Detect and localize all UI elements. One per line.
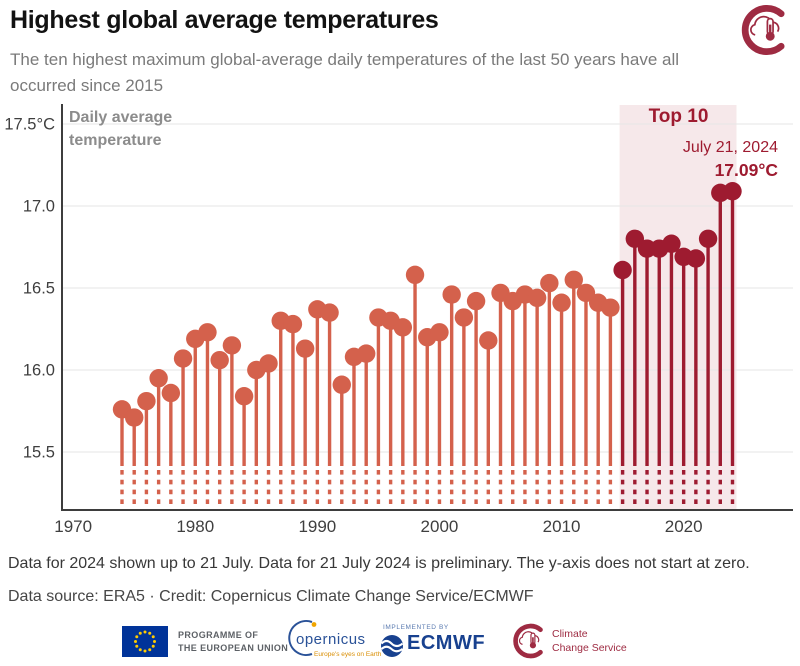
lollipop-point-1981 — [198, 323, 217, 342]
eu-programme-text: PROGRAMME OF THE EUROPEAN UNION — [178, 629, 288, 655]
lollipop-point-2000 — [430, 323, 449, 342]
annotation-value: 17.09°C — [714, 160, 778, 180]
lollipop-point-2009 — [540, 273, 559, 293]
y-axis-title: Daily average temperature — [69, 106, 172, 152]
x-tick-label: 2020 — [665, 517, 703, 536]
copernicus-arc-icon — [288, 620, 317, 656]
data-source-credit: Data source: ERA5 · Credit: Copernicus C… — [8, 588, 534, 605]
x-tick-label: 1980 — [176, 517, 214, 536]
c3s-text-line2: Change Service — [552, 642, 627, 654]
eu-star — [143, 630, 147, 634]
x-tick-label: 2010 — [543, 517, 581, 536]
eu-star — [143, 649, 147, 653]
lollipop-point-2024 — [723, 182, 742, 201]
lollipop-point-1988 — [283, 314, 303, 334]
lollipop-point-2022 — [698, 229, 718, 248]
lollipop-point-2004 — [479, 331, 498, 350]
lollipop-point-2002 — [454, 308, 474, 327]
lollipop-point-1998 — [405, 265, 425, 285]
ecmwf-implemented-by: IMPLEMENTED BY — [383, 624, 449, 631]
c3s-text-line1: Climate — [552, 628, 588, 640]
lollipop-point-1984 — [234, 387, 254, 406]
lollipop-point-1979 — [173, 349, 193, 368]
footnote: Data for 2024 shown up to 21 July. Data … — [8, 555, 750, 572]
eu-flag-icon — [122, 626, 168, 657]
lollipop-point-1976 — [137, 391, 156, 411]
lollipop-point-2010 — [552, 293, 571, 312]
lollipop-point-2015 — [613, 260, 632, 280]
eu-star — [153, 640, 156, 643]
y-tick-label: 17.5°C — [4, 116, 55, 134]
lollipop-point-1997 — [393, 318, 413, 337]
lollipop-point-2003 — [466, 291, 486, 311]
ecmwf-globe-icon — [381, 635, 403, 657]
lollipop-point-2019 — [662, 234, 681, 253]
lollipop-point-1983 — [222, 336, 242, 355]
lollipop-point-2012 — [576, 283, 596, 303]
y-tick-label: 15.5 — [23, 444, 55, 462]
lollipop-point-1975 — [125, 408, 144, 427]
lollipop-point-2021 — [686, 249, 706, 268]
lollipop-point-1977 — [149, 369, 168, 388]
eu-programme-line1: PROGRAMME OF — [178, 630, 259, 640]
y-axis-title-line2: temperature — [69, 132, 162, 149]
lollipop-point-2014 — [601, 298, 620, 317]
y-axis-title-line1: Daily average — [69, 109, 173, 126]
lollipop-point-2008 — [527, 288, 547, 308]
climate-change-service-text: Climate Change Service — [552, 627, 627, 655]
eu-star — [135, 635, 139, 639]
page-subtitle: The ten highest maximum global-average d… — [10, 50, 680, 95]
lollipop-point-1991 — [320, 303, 339, 322]
x-tick-label: 2000 — [421, 517, 459, 536]
lollipop-point-1978 — [161, 383, 181, 403]
lollipop-point-1989 — [295, 339, 315, 358]
top10-highlight-band — [619, 105, 737, 510]
lollipop-point-2001 — [442, 285, 461, 304]
x-tick-label: 1970 — [54, 517, 92, 536]
page-title: Highest global average temperatures — [10, 6, 439, 34]
y-tick-label: 17.0 — [23, 198, 55, 216]
lollipop-point-1986 — [259, 354, 278, 373]
eu-star — [151, 635, 155, 639]
y-tick-label: 16.0 — [23, 362, 55, 380]
lollipop-point-1994 — [357, 344, 376, 363]
eu-star — [148, 648, 152, 652]
eu-star — [151, 644, 155, 648]
lollipop-point-1982 — [210, 350, 229, 370]
copernicus-tagline: Europe's eyes on Earth — [314, 651, 382, 658]
lollipop-point-2011 — [564, 270, 583, 289]
lollipop-point-2016 — [625, 229, 645, 248]
top10-label: Top 10 — [648, 106, 709, 127]
y-tick-label: 16.5 — [23, 280, 55, 298]
x-tick-label: 1990 — [298, 517, 336, 536]
copernicus-wordmark: opernicus — [296, 631, 366, 648]
annotation-date: July 21, 2024 — [682, 139, 778, 156]
eu-star — [134, 640, 137, 643]
eu-star — [138, 648, 142, 652]
climate-change-service-icon — [740, 4, 792, 56]
climate-change-service-footer-icon — [512, 623, 548, 659]
eu-star — [148, 631, 152, 635]
eu-star — [135, 644, 139, 648]
ecmwf-wordmark: ECMWF — [407, 632, 486, 654]
lollipop-point-1992 — [332, 375, 351, 394]
eu-star — [138, 631, 142, 635]
eu-programme-line2: THE EUROPEAN UNION — [178, 643, 289, 653]
